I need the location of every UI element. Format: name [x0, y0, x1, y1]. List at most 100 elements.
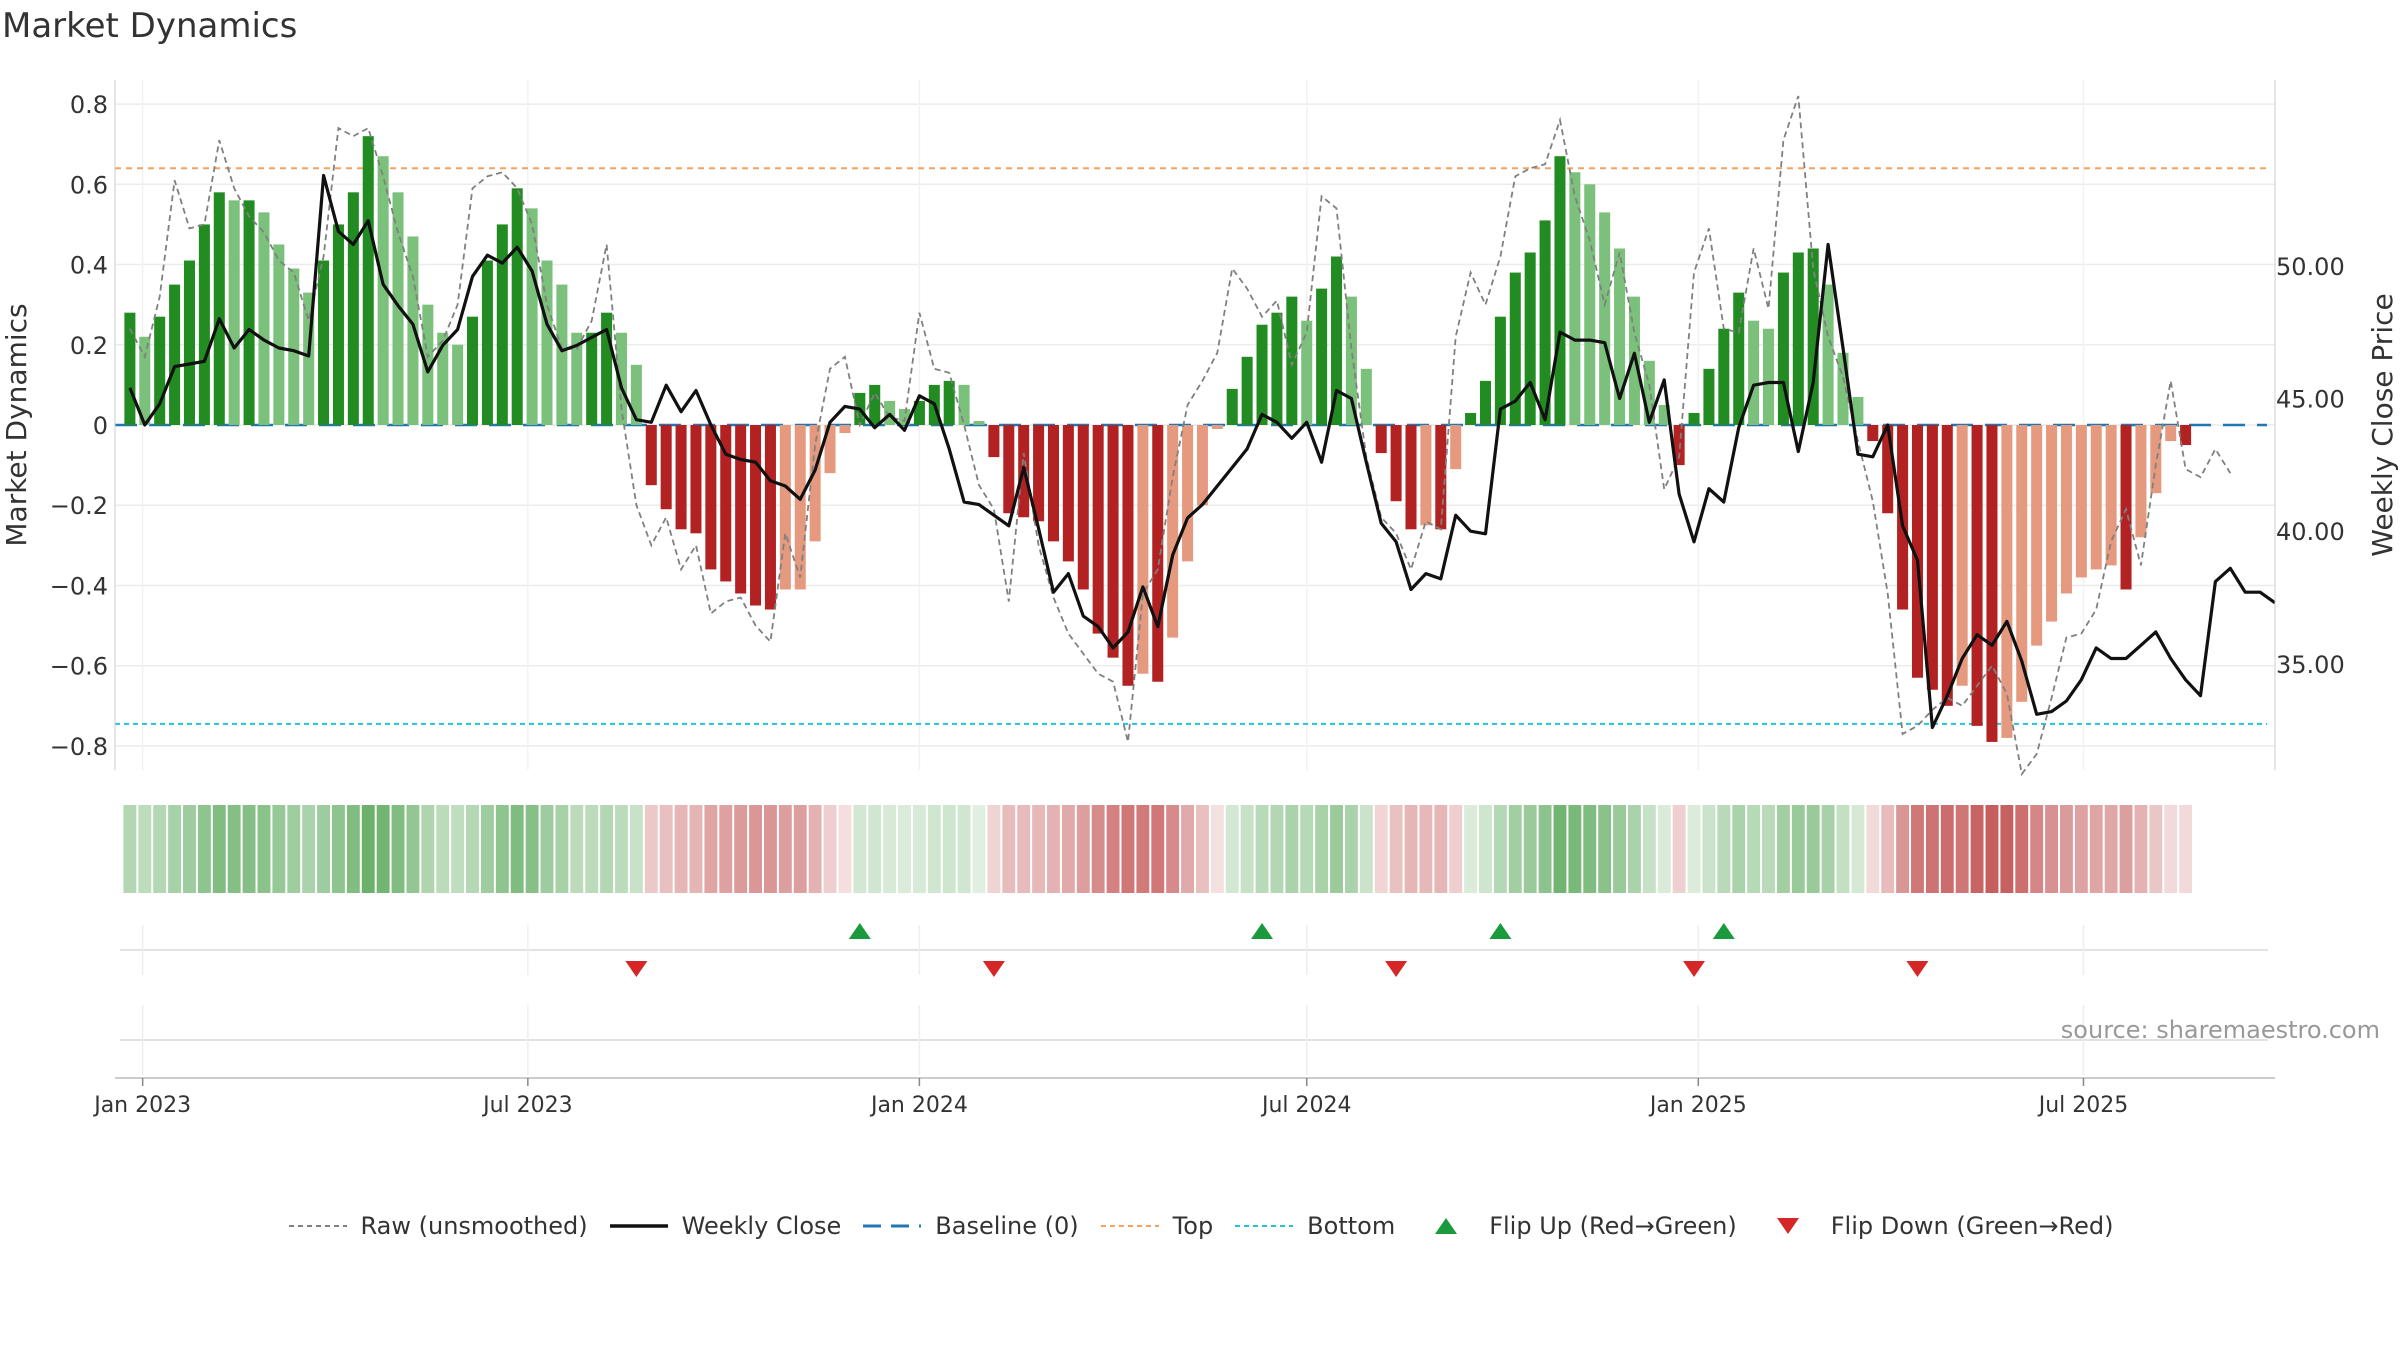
regime-strip-cell [674, 805, 688, 893]
flip-down-marker [1906, 961, 1929, 977]
dynamics-bar [1524, 252, 1536, 425]
regime-strip-cell [138, 805, 152, 893]
dynamics-bar [705, 425, 717, 570]
dynamics-bar [1986, 425, 1998, 742]
dynamics-bar [1345, 296, 1357, 425]
regime-strip-cell [1121, 805, 1135, 893]
regime-strip-cell [1091, 805, 1105, 893]
legend-item-flipdown: Flip Down (Green→Red) [1757, 1212, 2114, 1240]
regime-strip-cell [451, 805, 465, 893]
regime-strip-cell [168, 805, 182, 893]
regime-strip-cell [302, 805, 316, 893]
regime-strip-cell [1687, 805, 1701, 893]
y-tick-left: 0 [93, 412, 108, 440]
regime-strip-cell [1225, 805, 1239, 893]
dynamics-bar [377, 156, 389, 425]
regime-strip-cell [257, 805, 271, 893]
regime-strip-cell [2149, 805, 2163, 893]
source-credit: source: sharemaestro.com [2060, 1016, 2380, 1044]
dynamics-bar [1375, 425, 1387, 454]
regime-strip-cell [1181, 805, 1194, 893]
regime-strip-cell [1032, 805, 1046, 893]
regime-strip-cell [1464, 805, 1478, 893]
dynamics-bar [809, 425, 821, 542]
dynamics-bar [1479, 380, 1491, 425]
regime-strip-cell [570, 805, 584, 893]
dynamics-bar [1047, 425, 1059, 542]
regime-strip-cell [600, 805, 614, 893]
x-tick-label: Jul 2023 [481, 1093, 573, 1118]
regime-strip-cell [1538, 805, 1552, 893]
dynamics-bar [839, 425, 851, 434]
dynamics-bar [1137, 425, 1149, 674]
dynamics-bar [1763, 328, 1775, 425]
dynamics-bar [1807, 248, 1819, 425]
regime-strip-cell [346, 805, 360, 893]
close-line-layer [128, 173, 2276, 730]
regime-strip-cell [1106, 805, 1120, 893]
dynamics-bar [154, 316, 166, 425]
regime-strip-cell [659, 805, 673, 893]
dynamics-bar [1331, 256, 1343, 425]
dynamics-bar [318, 260, 330, 425]
regime-strip-cell [1702, 805, 1716, 893]
dynamics-bar [1941, 425, 1953, 706]
regime-strip-cell [1911, 805, 1924, 893]
dynamics-bar [630, 364, 642, 425]
dynamics-bar [1286, 296, 1298, 425]
regime-strip-cell [1598, 805, 1612, 893]
regime-strip-cell [361, 805, 375, 893]
dynamics-bar [1405, 425, 1417, 530]
dynamics-bar [139, 336, 151, 425]
regime-strip-cell [1985, 805, 1999, 893]
dynamics-bar [2001, 425, 2013, 738]
legend-item-top: Top [1099, 1212, 1213, 1240]
regime-strip-cell [1076, 805, 1090, 893]
regime-strip-cell [495, 805, 509, 893]
regime-strip-cell [719, 805, 733, 893]
y-tick-left: 0.2 [70, 332, 108, 360]
dynamics-bar [690, 425, 702, 534]
dynamics-bar [720, 425, 732, 582]
regime-strip-cell [644, 805, 658, 893]
dynamics-bar [958, 384, 970, 425]
dynamics-bar [1539, 220, 1551, 425]
regime-strip-cell [1747, 805, 1761, 893]
regime-strip-cell [1434, 805, 1448, 893]
regime-strip-cell [778, 805, 792, 893]
regime-strip-cell [749, 805, 762, 893]
dynamics-bar [1226, 388, 1238, 425]
flip-up-marker [1712, 923, 1735, 939]
regime-strip-cell [242, 805, 256, 893]
dynamics-bar [1777, 272, 1789, 425]
regime-strip-cell [2089, 805, 2103, 893]
dynamics-bar [1926, 425, 1938, 690]
regime-strip-cell [898, 805, 911, 893]
dynamics-bar [1420, 425, 1432, 526]
regime-strip-cell [2015, 805, 2029, 893]
regime-strip-cell [406, 805, 420, 893]
regime-strip-cell [525, 805, 539, 893]
regime-strip-cell [1330, 805, 1343, 893]
dynamics-bar [467, 316, 479, 425]
dynamics-bar [303, 292, 315, 425]
dynamics-bar [2090, 425, 2102, 570]
regime-strip-cell [1806, 805, 1820, 893]
dynamics-bar [1673, 425, 1685, 466]
regime-strip-cell [972, 805, 986, 893]
y-tick-left: −0.2 [50, 492, 108, 520]
dynamics-bar [526, 208, 538, 425]
legend-swatch-flipup [1415, 1216, 1477, 1236]
regime-strip-cell [927, 805, 941, 893]
y-tick-right: 45.00 [2276, 385, 2345, 413]
regime-strip-cell [1940, 805, 1954, 893]
dynamics-bar [586, 332, 598, 425]
legend-label-flipup: Flip Up (Red→Green) [1489, 1212, 1737, 1240]
dynamics-bar [824, 425, 836, 474]
dynamics-bar [1241, 356, 1253, 425]
dynamics-bar [1271, 312, 1283, 425]
flip-markers [120, 923, 2268, 1075]
dynamics-bar [913, 400, 925, 425]
dynamics-bar [1882, 425, 1894, 514]
regime-strip-cell [1449, 805, 1463, 893]
